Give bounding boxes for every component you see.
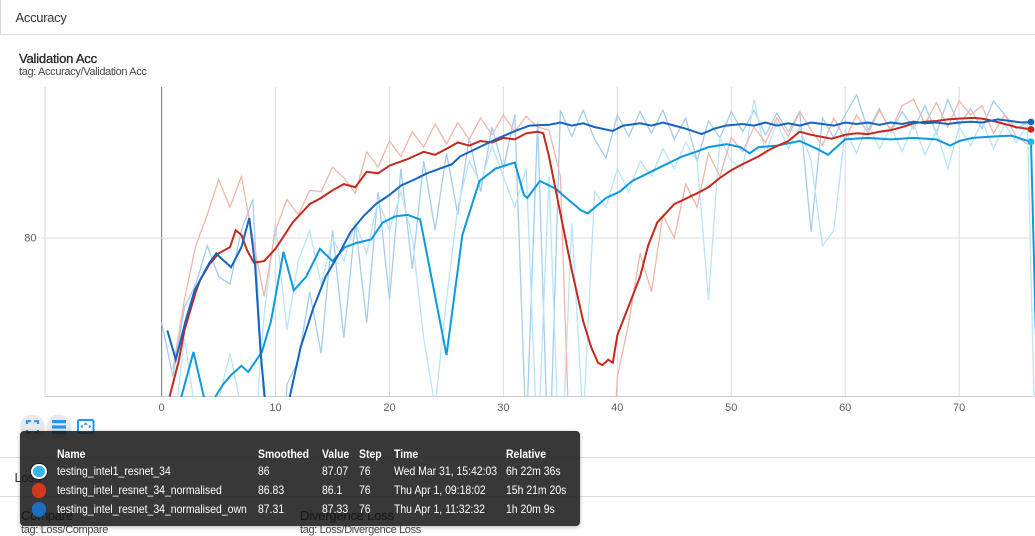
svg-text:80: 80: [24, 233, 36, 245]
svg-text:50: 50: [725, 402, 737, 414]
svg-text:0: 0: [159, 402, 165, 414]
svg-text:60: 60: [839, 402, 851, 414]
svg-text:30: 30: [497, 402, 509, 414]
svg-text:10: 10: [269, 402, 281, 414]
svg-text:20: 20: [383, 402, 395, 414]
svg-text:40: 40: [611, 402, 623, 414]
svg-text:70: 70: [953, 402, 965, 414]
